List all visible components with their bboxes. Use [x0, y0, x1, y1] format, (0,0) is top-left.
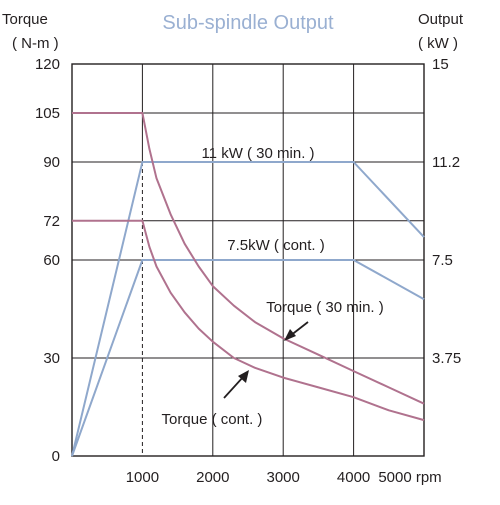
right-tick-label: 11.2: [432, 154, 460, 171]
right-tick-label: 15: [432, 56, 449, 73]
arrow-torque-cont: [223, 370, 249, 399]
series-line-0: [71, 161, 425, 457]
x-tick-label: 2000: [196, 469, 229, 486]
left-tick-label: 0: [52, 448, 60, 465]
label-7-5kw-cont: 7.5kW ( cont. ): [227, 237, 325, 254]
series-layer: [71, 112, 425, 457]
x-axis-ticks: 1000 2000 3000 4000 5000 rpm: [126, 469, 442, 486]
left-axis-title: Torque: [2, 11, 48, 28]
label-torque-30min: Torque ( 30 min. ): [266, 299, 384, 316]
left-tick-label: 60: [43, 252, 60, 269]
left-tick-label: 72: [43, 213, 60, 230]
left-tick-label: 105: [35, 105, 60, 122]
left-tick-label: 90: [43, 154, 60, 171]
series-line-1: [71, 259, 425, 457]
x-tick-label: 4000: [337, 469, 370, 486]
left-tick-label: 120: [35, 56, 60, 73]
left-axis-unit: ( N-m ): [12, 35, 59, 52]
right-axis-ticks: 3.75 7.5 11.2 15: [432, 56, 461, 367]
x-tick-label: 5000 rpm: [378, 469, 441, 486]
x-tick-label: 1000: [126, 469, 159, 486]
left-tick-label: 30: [43, 350, 60, 367]
right-axis-title: Output: [418, 11, 464, 28]
chart-title: Sub-spindle Output: [162, 12, 334, 34]
arrow-torque-30min: [284, 321, 309, 341]
label-11kw-30min: 11 kW ( 30 min. ): [201, 145, 314, 162]
right-tick-label: 3.75: [432, 350, 461, 367]
right-tick-label: 7.5: [432, 252, 453, 269]
label-torque-cont: Torque ( cont. ): [162, 411, 263, 428]
series-line-2: [72, 112, 425, 405]
series-line-3: [72, 219, 425, 422]
right-axis-unit: ( kW ): [418, 35, 458, 52]
x-tick-label: 3000: [267, 469, 300, 486]
left-axis-ticks: 0 30 60 72 90 105 120: [35, 56, 60, 465]
